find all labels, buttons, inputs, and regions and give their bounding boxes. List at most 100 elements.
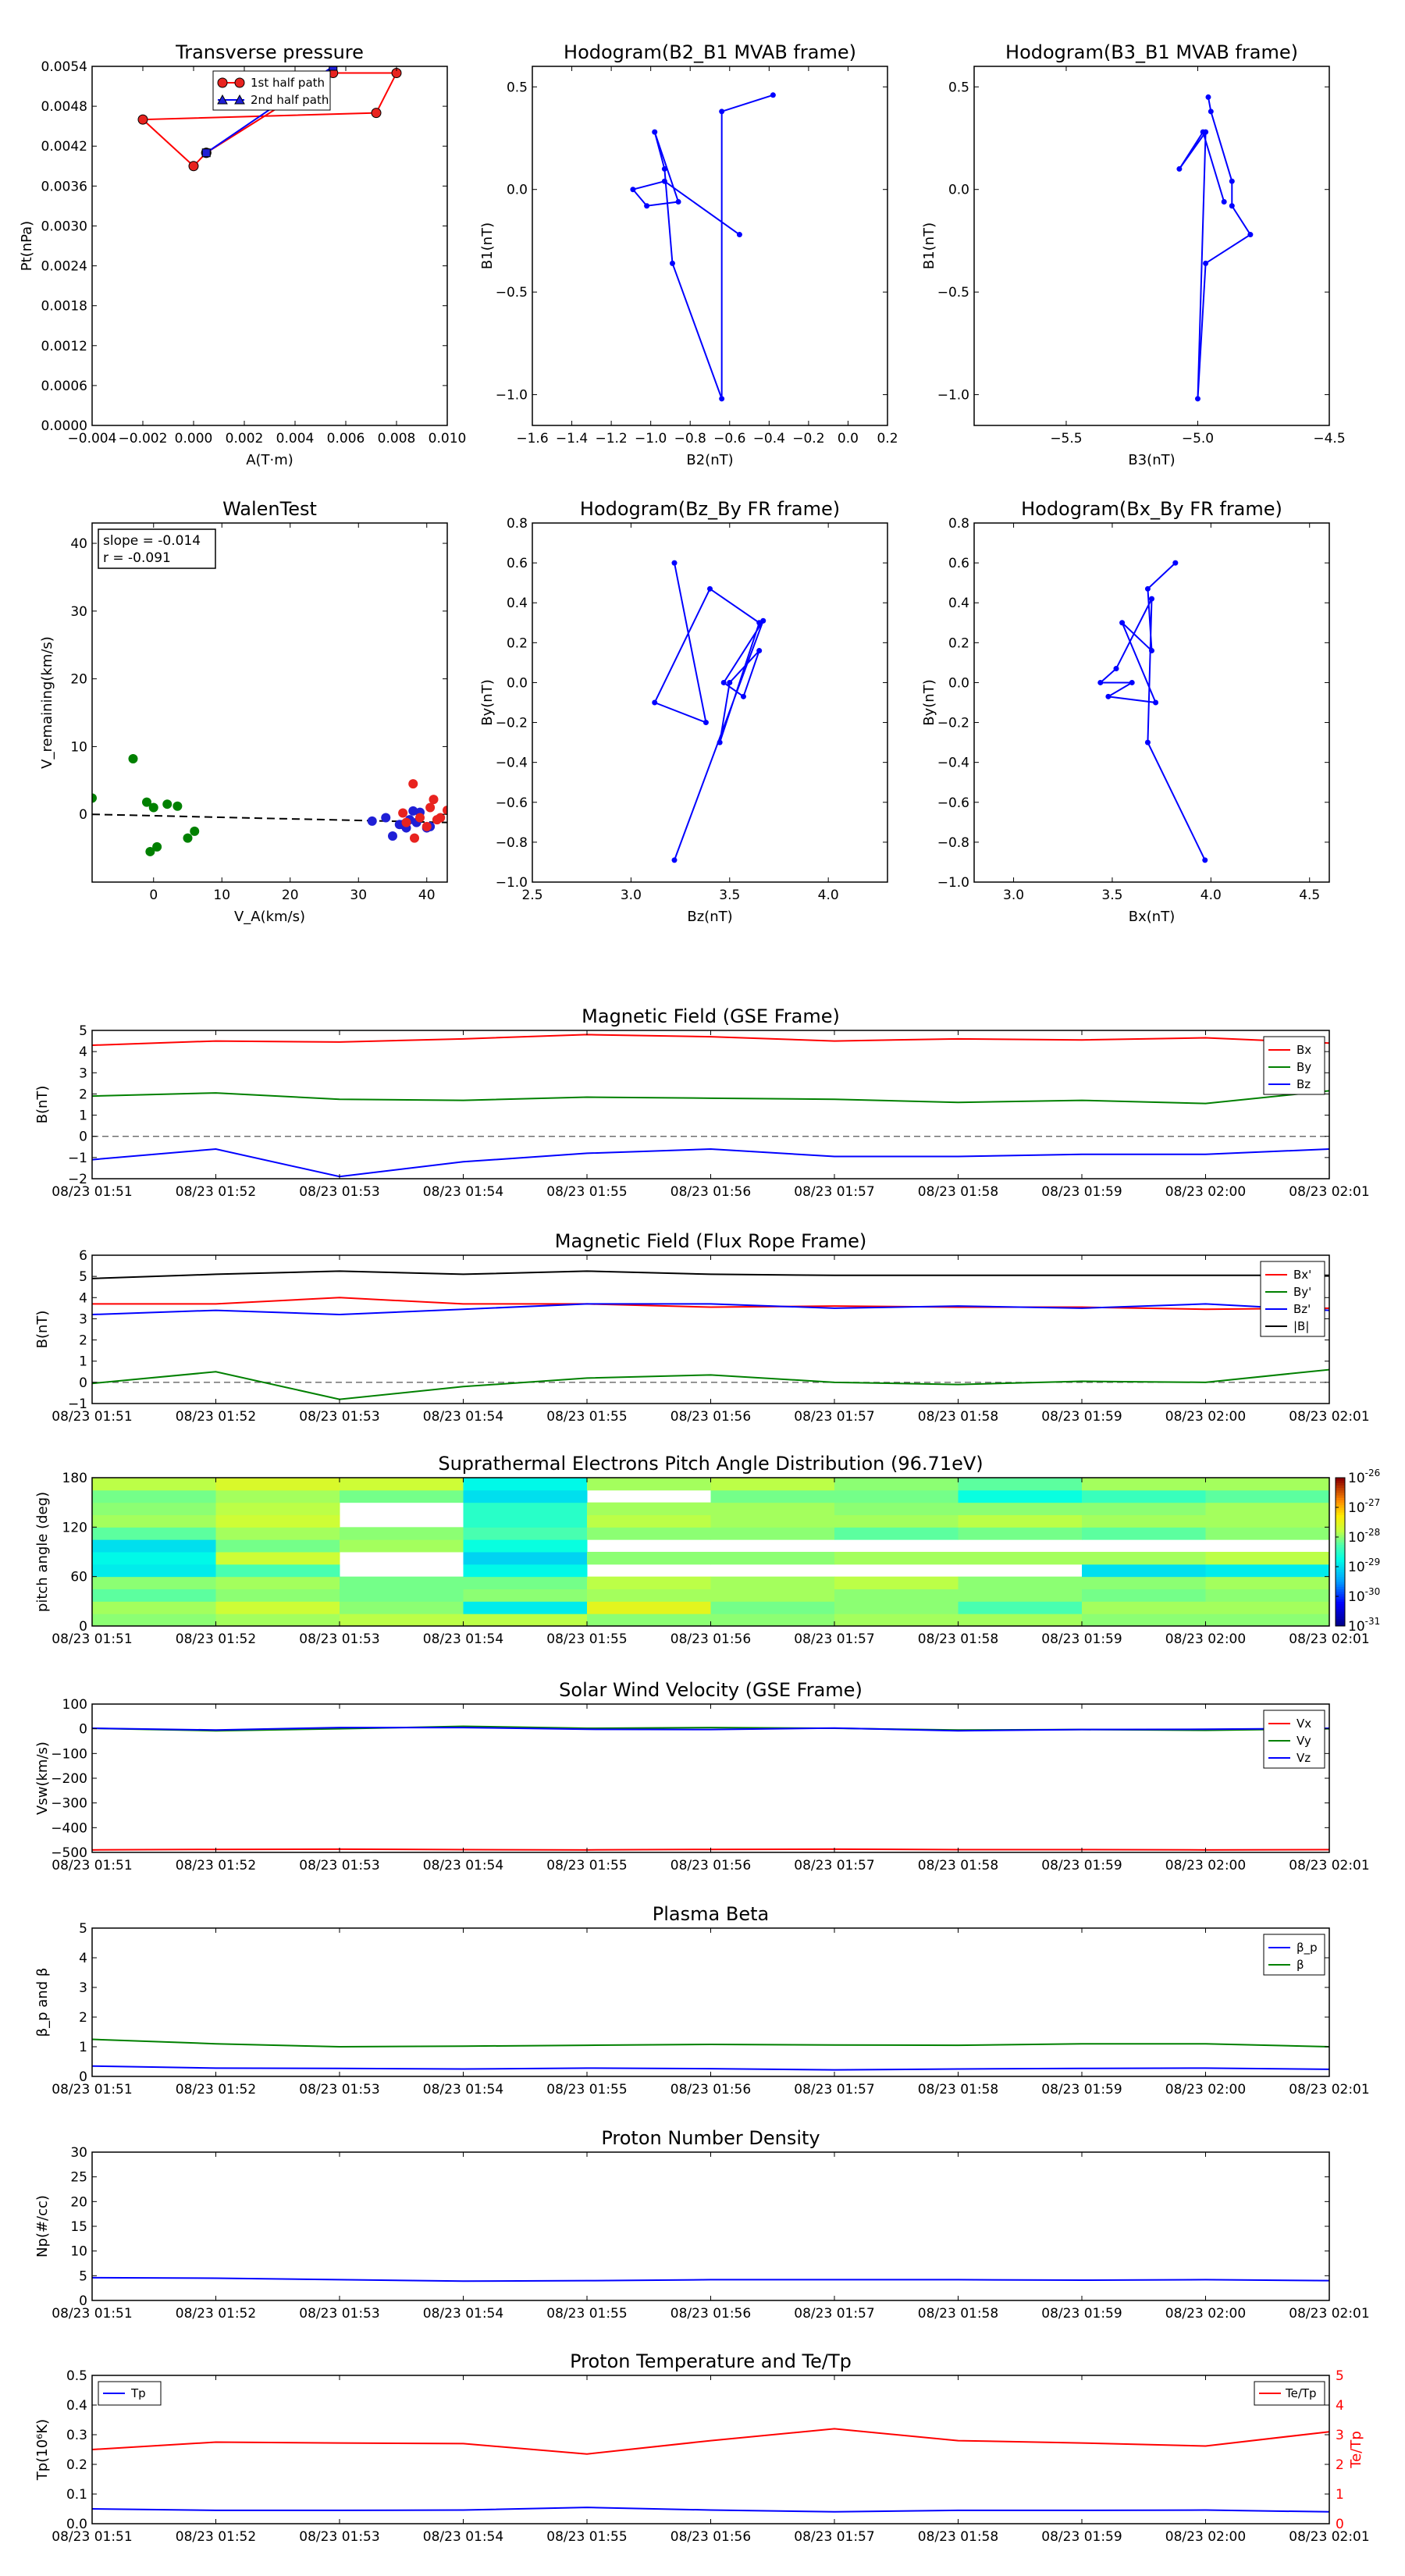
x-tick-label: 0.006 — [327, 431, 365, 447]
colorbar-label: 10-26 — [1348, 1468, 1380, 1486]
x-tick-label: 08/23 02:01 — [1289, 2082, 1369, 2097]
x-tick-label: 08/23 01:51 — [52, 2306, 132, 2322]
y-tick-label: 0.2 — [66, 2457, 87, 2473]
y-tick-label: 1 — [79, 2040, 87, 2055]
y-tick-label: 3 — [79, 1980, 87, 1996]
plot-frame — [91, 66, 448, 426]
y-axis-label: Vsw(km/s) — [34, 1742, 51, 1815]
heatmap-cell — [1082, 1614, 1206, 1627]
x-tick-label: 4.0 — [818, 888, 839, 903]
y-axis-label: B(nT) — [34, 1086, 51, 1124]
x-tick-label: 08/23 01:52 — [176, 1409, 256, 1425]
heatmap-cell — [587, 1514, 711, 1528]
colorbar-band — [1336, 1495, 1345, 1498]
hodo-bzby-chart: Hodogram(Bz_By FR frame) −1.0 −0.8 −0.6 −0.4… — [479, 498, 888, 925]
y-tick-label: 2 — [79, 1087, 87, 1102]
y-axis-label: B1(nT) — [479, 222, 496, 269]
y-tick-label: 0.0036 — [41, 179, 87, 194]
colorbar-band — [1336, 1487, 1345, 1491]
heatmap-cell — [215, 1576, 340, 1589]
scatter-point-green — [148, 802, 158, 813]
y-tick-label: −1.0 — [937, 388, 969, 404]
heatmap-cell — [340, 1539, 464, 1553]
y-tick-label: 20 — [70, 2194, 87, 2210]
heatmap-cell — [1205, 1527, 1330, 1540]
y-tick-label: 3 — [79, 1311, 87, 1327]
heatmap-cell — [1205, 1601, 1330, 1614]
x-tick-label: 08/23 01:54 — [423, 1631, 503, 1647]
heatmap-cell — [340, 1576, 464, 1589]
heatmap-cell — [587, 1527, 711, 1540]
y-tick-label: 0.3 — [66, 2428, 87, 2443]
heatmap-cell — [1082, 1564, 1206, 1578]
hodogram-point — [1113, 666, 1119, 672]
heatmap-cell — [92, 1502, 216, 1515]
plot-area — [92, 2428, 1329, 2513]
y-tick-label: 0.0 — [948, 183, 969, 198]
hodogram-point — [671, 857, 678, 863]
colorbar-band — [1336, 1557, 1345, 1560]
chart-title: Proton Number Density — [601, 2127, 820, 2149]
plot-area — [92, 2276, 1329, 2282]
hodo-b3b1-chart: Hodogram(B3_B1 MVAB frame) −1.0 −0.5 0.0 0.5… — [921, 41, 1346, 468]
heatmap-cell — [215, 1478, 340, 1491]
chart-title: Solar Wind Velocity (GSE Frame) — [559, 1679, 863, 1701]
series-line-By — [92, 1090, 1329, 1105]
hodogram-point — [1149, 596, 1154, 602]
hodo-b2b1-chart: Hodogram(B2_B1 MVAB frame) −1.0 −0.5 0.0 0.5… — [479, 41, 898, 468]
legend-right: Te/Tp — [1254, 2381, 1325, 2406]
y-tick-label: 0 — [79, 2293, 87, 2309]
x-tick-label: 08/23 02:00 — [1165, 2306, 1246, 2322]
heatmap-cell — [587, 1601, 711, 1614]
chart-title: Transverse pressure — [175, 41, 364, 63]
heatmap-cell — [587, 1478, 711, 1491]
heatmap-cell — [710, 1514, 835, 1528]
y-axis-label: Pt(nPa) — [19, 221, 35, 271]
chart-title: WalenTest — [222, 498, 317, 520]
x-tick-label: 0.0 — [838, 431, 859, 447]
heatmap-cell — [1082, 1502, 1206, 1515]
y-axis-label: By(nT) — [921, 679, 937, 725]
y-tick-label: 30 — [70, 604, 87, 620]
heatmap-cell — [587, 1614, 711, 1627]
series-line-Te/Tp — [92, 2428, 1329, 2455]
heatmap-cell — [834, 1478, 959, 1491]
y-tick-label: 0.8 — [948, 516, 969, 532]
heatmap-cell — [215, 1514, 340, 1528]
y-tick-label: 2 — [79, 1333, 87, 1349]
legend-entry: Bx — [1297, 1043, 1311, 1057]
x-tick-label: 08/23 02:00 — [1165, 2529, 1246, 2545]
colorbar-band — [1336, 1614, 1345, 1617]
legend-box — [98, 2381, 162, 2406]
y-tick-label: 0.1 — [66, 2487, 87, 2503]
plot-area — [92, 2038, 1329, 2071]
y-tick-label-right: 3 — [1336, 2428, 1344, 2443]
heatmap-cell — [92, 1489, 216, 1503]
hodogram-point — [1097, 679, 1104, 685]
x-tick-label: 08/23 01:59 — [1041, 2082, 1122, 2097]
series-line-β — [92, 2038, 1329, 2048]
x-tick-label: 3.5 — [719, 888, 740, 903]
x-tick-label: 0 — [149, 888, 158, 903]
colorbar-band — [1336, 1546, 1345, 1550]
y-tick-label: 0.4 — [66, 2398, 87, 2414]
heatmap-cell — [1082, 1514, 1206, 1528]
y-tick-label: −0.5 — [496, 285, 528, 301]
y-tick-label: 0.5 — [66, 2368, 87, 2384]
colorbar-band — [1336, 1564, 1345, 1567]
x-tick-label: 08/23 01:57 — [794, 1409, 874, 1425]
heatmap-cell — [1082, 1527, 1206, 1540]
hodogram-point — [756, 648, 763, 654]
scatter-point-red — [398, 808, 408, 818]
colorbar-label: 10-27 — [1348, 1497, 1380, 1516]
chart-title: Plasma Beta — [653, 1903, 769, 1925]
y-tick-label: 0.0 — [507, 675, 528, 691]
colorbar-exponent: -28 — [1365, 1527, 1381, 1538]
x-axis-label: B3(nT) — [1128, 452, 1175, 468]
x-tick-label: 08/23 01:54 — [423, 2529, 503, 2545]
heatmap-cell — [340, 1589, 464, 1602]
heatmap-cell — [710, 1502, 835, 1515]
y-tick-label: 15 — [70, 2219, 87, 2235]
heatmap-cell — [1082, 1489, 1206, 1503]
y-tick-label: 4 — [79, 1951, 87, 1966]
